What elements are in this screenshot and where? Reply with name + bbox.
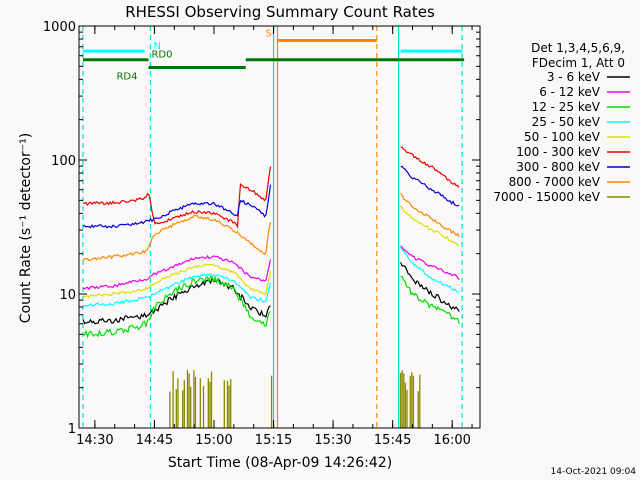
y-tick-label-2: 10	[59, 288, 76, 303]
series-100-300-kev-segment-1	[82, 166, 272, 229]
plot-area: N S RD0 RD4	[82, 26, 465, 428]
plot-frame	[78, 25, 481, 429]
series-3-6-kev-segment-2	[400, 262, 460, 312]
x-axis-label: Start Time (08-Apr-09 14:26:42)	[168, 455, 392, 471]
y-tick-label-1: 1	[68, 422, 76, 437]
legend-header-line-1: Det 1,3,4,5,6,9,	[531, 41, 625, 55]
series-800-7000-kev-segment-1	[82, 214, 272, 262]
series-7000-15000-kev-segment-1	[169, 369, 232, 428]
series-7000-15000-kev-segment-3	[399, 370, 421, 428]
series-300-800-kev-segment-1	[82, 184, 272, 229]
series-12-25-kev-segment-1	[82, 275, 271, 339]
y-tick-label-3: 100	[51, 154, 76, 169]
x-tick-label-3: 15:00	[195, 433, 232, 448]
x-axis: 14:30 14:45 15:00 15:15 15:30 15:45 16:00	[76, 26, 473, 448]
x-tick-label-6: 15:45	[374, 433, 411, 448]
legend-label-5: 50 - 100 keV	[524, 130, 601, 144]
x-tick-label-1: 14:30	[76, 433, 113, 448]
series-50-100-kev-segment-1	[82, 263, 272, 299]
legend-label-9: 7000 - 15000 keV	[493, 190, 600, 204]
x-tick-label-2: 14:45	[136, 433, 173, 448]
x-tick-label-4: 15:15	[255, 433, 292, 448]
chart-title: RHESSI Observing Summary Count Rates	[125, 3, 435, 21]
series-12-25-kev-segment-2	[400, 275, 460, 324]
y-tick-label-4: 1000	[43, 20, 76, 35]
series-25-50-kev-segment-2	[400, 246, 460, 294]
series-300-800-kev-segment-2	[400, 165, 460, 207]
series-25-50-kev-segment-1	[82, 273, 272, 308]
legend-label-2: 6 - 12 keV	[539, 85, 601, 99]
legend: Det 1,3,4,5,6,9, FDecim 1, Att 0 3 - 6 k…	[493, 41, 630, 204]
legend-label-4: 25 - 50 keV	[532, 115, 601, 129]
flag-rd0-label: RD0	[151, 50, 172, 61]
series-100-300-kev-segment-2	[400, 146, 460, 188]
y-axis: 1 10 100 1000	[43, 20, 480, 437]
legend-label-7: 300 - 800 keV	[516, 160, 600, 174]
series-3-6-kev-segment-1	[82, 277, 271, 325]
legend-label-8: 800 - 7000 keV	[509, 175, 601, 189]
x-tick-label-7: 16:00	[433, 433, 470, 448]
render-timestamp: 14-Oct-2021 09:04	[551, 467, 637, 477]
flag-n-label: N	[153, 41, 160, 52]
flag-rd4-label: RD4	[116, 72, 137, 83]
series-6-12-kev-segment-2	[400, 245, 460, 281]
series-800-7000-kev-segment-2	[400, 192, 460, 238]
series-6-12-kev-segment-1	[82, 254, 272, 291]
series-50-100-kev-segment-2	[400, 205, 460, 247]
legend-label-3: 12 - 25 keV	[532, 100, 601, 114]
y-axis-label: Count Rate (s⁻¹ detector⁻¹)	[18, 133, 34, 323]
flag-s-label: S	[266, 28, 272, 39]
legend-header-line-2: FDecim 1, Att 0	[532, 56, 625, 70]
plot-border	[78, 25, 481, 429]
x-tick-label-5: 15:30	[314, 433, 351, 448]
legend-label-6: 100 - 300 keV	[516, 145, 600, 159]
legend-label-1: 3 - 6 keV	[547, 70, 601, 84]
